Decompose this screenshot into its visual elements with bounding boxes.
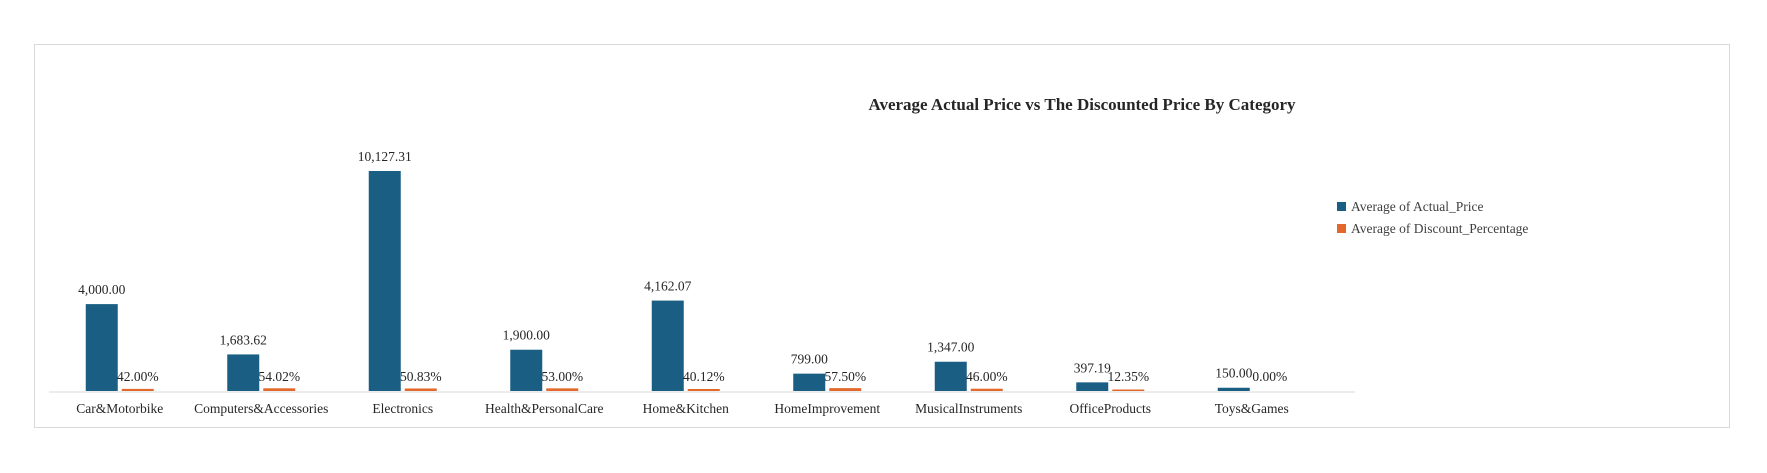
data-label-actual-price: 150.00 [1215, 366, 1252, 381]
data-label-discount-percentage: 57.50% [824, 369, 866, 384]
x-axis-tick-labels: Car&Motorbike Computers&Accessories Electr… [76, 401, 1289, 416]
data-label-discount-percentage: 40.12% [683, 369, 725, 384]
x-tick-label: HomeImprovement [774, 401, 880, 416]
x-tick-label: Electronics [372, 401, 433, 416]
legend-entry-label: Average of Discount_Percentage [1351, 221, 1528, 236]
data-label-discount-percentage: 12.35% [1107, 369, 1149, 384]
bar-discount-percentage [829, 388, 862, 391]
bar-actual-price [651, 300, 684, 391]
data-label-discount-percentage: 0.00% [1252, 369, 1287, 384]
bar-actual-price [1076, 382, 1109, 391]
bar-chart: Average Actual Price vs The Discounted P… [49, 95, 1528, 416]
legend: Average of Actual_Price Average of Discou… [1337, 199, 1528, 236]
bar-discount-percentage [263, 388, 296, 391]
bar-actual-price [85, 304, 118, 391]
bar-actual-price [1217, 387, 1250, 391]
data-label-discount-percentage: 42.00% [117, 369, 159, 384]
x-tick-label: Toys&Games [1215, 401, 1289, 416]
bar-discount-percentage [121, 388, 154, 391]
bar-actual-price [510, 349, 543, 391]
legend-swatch [1337, 224, 1346, 233]
data-label-actual-price: 1,683.62 [220, 332, 267, 347]
data-label-actual-price: 799.00 [791, 352, 828, 367]
x-tick-label: MusicalInstruments [915, 401, 1022, 416]
data-label-discount-percentage: 54.02% [258, 369, 300, 384]
x-tick-label: Computers&Accessories [194, 401, 328, 416]
x-tick-label: Car&Motorbike [76, 401, 163, 416]
bar-discount-percentage [404, 388, 437, 391]
data-label-actual-price: 4,162.07 [644, 279, 692, 294]
x-tick-label: Health&PersonalCare [485, 401, 603, 416]
bar-actual-price [934, 361, 967, 391]
data-label-actual-price: 397.19 [1074, 360, 1111, 375]
chart-frame: Average Actual Price vs The Discounted P… [34, 44, 1730, 428]
x-tick-label: Home&Kitchen [643, 401, 729, 416]
bar-discount-percentage [1112, 389, 1145, 391]
bars-layer [85, 171, 1250, 391]
data-label-discount-percentage: 50.83% [400, 369, 442, 384]
data-label-discount-percentage: 53.00% [541, 369, 583, 384]
data-label-actual-price: 10,127.31 [358, 149, 412, 164]
bar-discount-percentage [970, 388, 1003, 391]
chart-title: Average Actual Price vs The Discounted P… [868, 95, 1296, 114]
data-labels-layer: 4,000.00 42.00% 1,683.62 54.02% 10,127.31 50.… [78, 149, 1287, 384]
bar-actual-price [227, 354, 260, 391]
legend-entry-label: Average of Actual_Price [1351, 199, 1483, 214]
data-label-actual-price: 4,000.00 [78, 282, 126, 297]
data-label-discount-percentage: 46.00% [966, 369, 1008, 384]
data-label-actual-price: 1,347.00 [927, 340, 975, 355]
data-label-actual-price: 1,900.00 [503, 328, 551, 343]
bar-discount-percentage [687, 388, 720, 391]
bar-actual-price [368, 171, 401, 391]
bar-actual-price [793, 373, 826, 391]
x-tick-label: OfficeProducts [1070, 401, 1151, 416]
legend-swatch [1337, 202, 1346, 211]
bar-discount-percentage [546, 388, 579, 391]
